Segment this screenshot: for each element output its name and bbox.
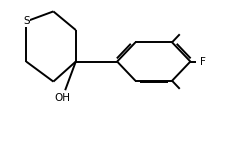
Text: OH: OH	[55, 93, 71, 103]
Text: F: F	[201, 57, 206, 67]
Text: S: S	[23, 16, 29, 26]
